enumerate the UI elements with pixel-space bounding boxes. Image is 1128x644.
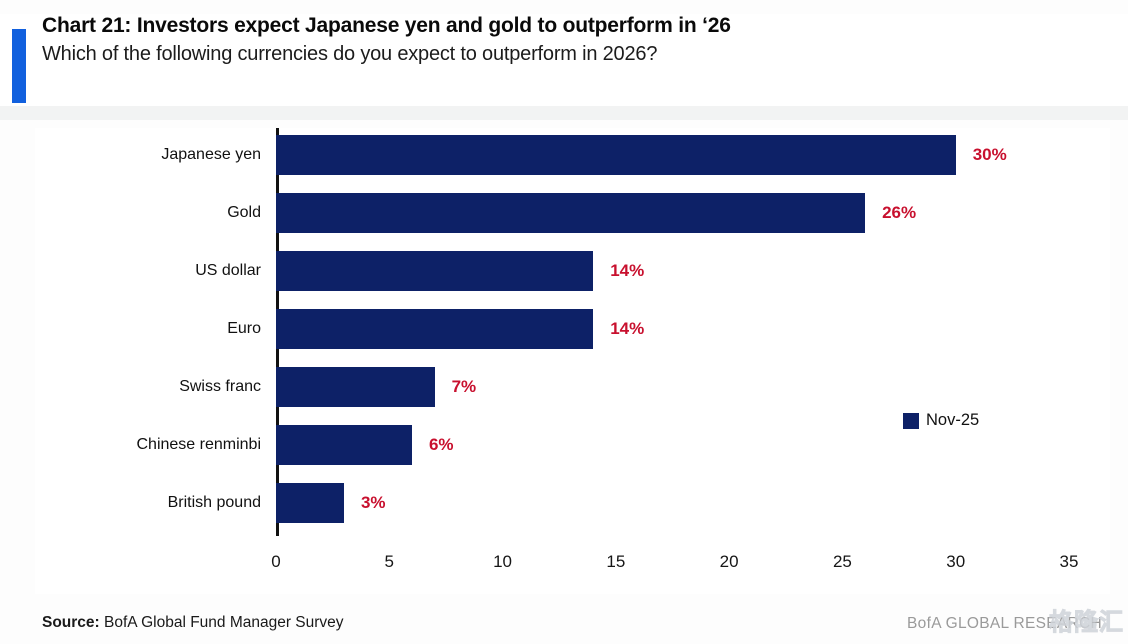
bar-row: Swiss franc 7% <box>35 367 1110 407</box>
category-label: Euro <box>227 320 261 337</box>
bar-value-label: 26% <box>882 203 917 222</box>
bar-value-label: 14% <box>610 319 645 338</box>
bar <box>276 483 344 523</box>
bar-value-label: 3% <box>360 493 386 512</box>
bar-track: 7% <box>276 367 1069 407</box>
bar-row: Chinese renminbi 6% <box>35 425 1110 465</box>
bar-rows: Japanese yen 30% Gold 26% US dollar 14% Euro 14… <box>35 128 1110 535</box>
bar <box>276 135 956 175</box>
category-label: Gold <box>227 204 261 221</box>
x-tick-label: 5 <box>384 552 395 571</box>
bar <box>276 425 412 465</box>
source-text: BofA Global Fund Manager Survey <box>99 614 344 631</box>
x-tick-label: 30 <box>946 552 966 571</box>
category-label: Swiss franc <box>179 378 261 395</box>
source-line: Source: BofA Global Fund Manager Survey <box>42 614 1108 632</box>
x-tick-label: 35 <box>1059 552 1079 571</box>
bar <box>276 367 435 407</box>
bar-row: Japanese yen 30% <box>35 135 1110 175</box>
watermark: 格隆汇 <box>1049 609 1124 637</box>
bar-track: 14% <box>276 251 1069 291</box>
plot-area: Japanese yen 30% Gold 26% US dollar 14% Euro 14… <box>35 128 1110 536</box>
legend-swatch-icon <box>903 412 919 429</box>
bar-value-label: 7% <box>451 377 477 396</box>
bar-track: 6% <box>276 425 1069 465</box>
category-label: Japanese yen <box>161 146 261 163</box>
bar-value-label: 14% <box>610 261 645 280</box>
x-tick-label: 10 <box>493 552 513 571</box>
bar-row: British pound 3% <box>35 483 1110 523</box>
category-label: US dollar <box>195 262 261 279</box>
bofa-global-research-brand: BofA GLOBAL RESEARCH <box>907 615 1102 632</box>
bar-track: 14% <box>276 309 1069 349</box>
bar-value-label: 30% <box>972 145 1007 164</box>
bar-row: Euro 14% <box>35 309 1110 349</box>
chart-header: Chart 21: Investors expect Japanese yen … <box>0 14 1128 106</box>
bar-track: 3% <box>276 483 1069 523</box>
x-tick-label: 25 <box>832 552 852 571</box>
bar-row: Gold 26% <box>35 193 1110 233</box>
legend-label: Nov-25 <box>926 411 980 429</box>
bar <box>276 309 594 349</box>
bar-track: 30% <box>276 135 1069 175</box>
x-axis-ticks: 0 5 10 15 20 25 30 35 <box>271 552 1078 578</box>
source-label: Source: <box>42 614 100 631</box>
bar-track: 26% <box>276 193 1069 233</box>
bar-row: US dollar 14% <box>35 251 1110 291</box>
chart-title: Chart 21: Investors expect Japanese yen … <box>42 14 731 37</box>
x-tick-label: 15 <box>606 552 626 571</box>
bar-value-label: 6% <box>428 435 454 454</box>
category-label: Chinese renminbi <box>136 436 261 453</box>
legend: Nov-25 <box>903 411 979 430</box>
x-tick-label: 0 <box>271 552 281 571</box>
title-accent-bar <box>12 29 26 103</box>
category-label: British pound <box>167 494 261 511</box>
chart-card: Japanese yen 30% Gold 26% US dollar 14% Euro 14… <box>35 128 1110 594</box>
bar <box>276 251 594 291</box>
chart-subtitle: Which of the following currencies do you… <box>42 43 658 65</box>
bar <box>276 193 866 233</box>
header-divider-band <box>0 106 1128 120</box>
x-tick-label: 20 <box>719 552 739 571</box>
